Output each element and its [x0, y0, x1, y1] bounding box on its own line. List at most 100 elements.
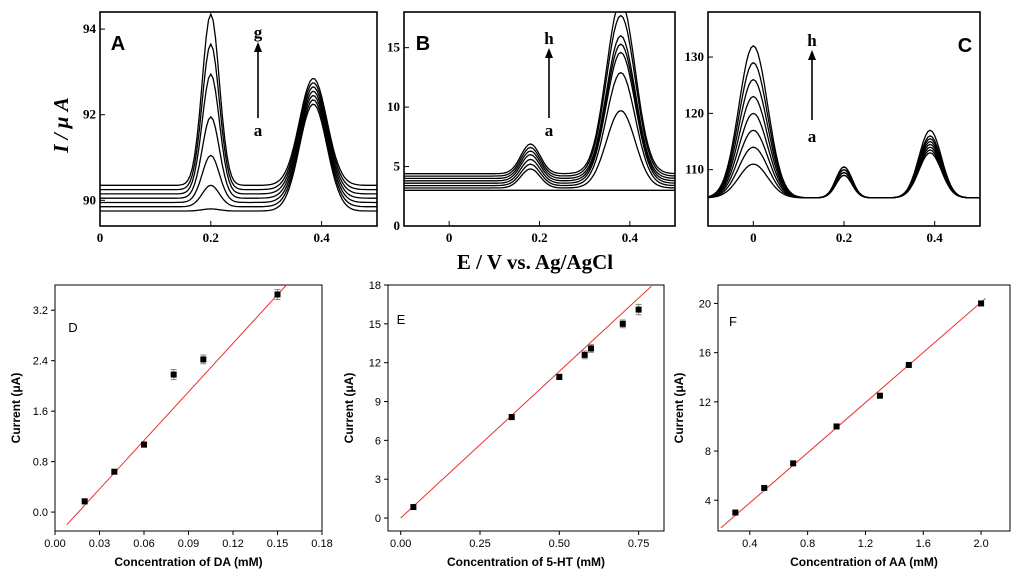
x-tick-label: 0.75 [628, 538, 649, 550]
x-tick-label: 0.8 [800, 538, 815, 550]
y-tick-label: 110 [685, 162, 704, 177]
x-tick-label: 0.00 [44, 538, 65, 550]
series-line [404, 110, 675, 189]
x-tick-label: 0.12 [222, 538, 243, 550]
y-tick-label: 5 [394, 159, 401, 174]
chart-panel-C: 0 0.2 0.4 110 120 130 h a C [685, 11, 981, 245]
y-tick-label: 9 [375, 397, 381, 409]
data-point [905, 361, 912, 368]
x-tick-label: 0.4 [927, 230, 944, 245]
series-line [100, 99, 377, 208]
data-point [732, 509, 739, 516]
series-line [404, 12, 675, 175]
x-tick-label: 0 [97, 230, 104, 245]
x-tick-label: 0.2 [531, 230, 547, 245]
y-tick-label: 92 [83, 107, 96, 122]
plot-frame-C [707, 11, 981, 227]
y-tick-label: 15 [369, 319, 381, 331]
data-point [876, 392, 883, 399]
x-tick-label: 0.09 [178, 538, 199, 550]
y-tick-label: 10 [387, 99, 400, 114]
y-axis-title: Current (μA) [342, 373, 356, 444]
curve-label-high: h [544, 29, 554, 48]
y-tick-label: 94 [83, 21, 97, 36]
y-tick-label: 130 [685, 49, 705, 64]
data-point [141, 441, 147, 448]
series-line [404, 51, 675, 184]
x-tick-label: 0.4 [622, 230, 639, 245]
series-line [100, 42, 377, 191]
chart-panel-E: 0.00 0.25 0.50 0.75 0 3 6 9 12 15 18 Concentration … [342, 280, 665, 569]
x-tick-label: 0.15 [267, 538, 288, 550]
y-tick-label: 6 [375, 435, 381, 447]
arrow-head-icon [545, 48, 553, 58]
data-point [170, 371, 177, 378]
curve-label-high: g [254, 23, 263, 42]
series-line [100, 95, 377, 204]
series-line [708, 78, 980, 199]
y-tick-label: 12 [369, 358, 381, 370]
x-axis-title: Concentration of DA (mM) [114, 555, 262, 569]
y-tick-label: 0.0 [33, 507, 48, 519]
panel-label: C [958, 35, 972, 57]
arrow-head-icon [254, 42, 262, 52]
data-point [978, 300, 985, 307]
y-tick-label: 120 [685, 105, 705, 120]
top-x-axis-title: E / V vs. Ag/AgCl [457, 250, 613, 274]
chart-panel-B: 0 0.2 0.4 0 5 10 15 h a B [387, 11, 676, 245]
y-tick-label: 16 [699, 348, 711, 360]
chart-panel-F: 0.4 0.8 1.2 1.6 2.0 4 8 12 16 20 Concentration of … [672, 284, 1011, 569]
data-point [833, 423, 840, 430]
x-tick-label: 0.4 [742, 538, 757, 550]
series-line [708, 112, 980, 199]
panel-label: E [397, 312, 406, 327]
x-axis-title: Concentration of AA (mM) [790, 555, 938, 569]
data-point [588, 345, 595, 352]
x-axis-title: Concentration of 5-HT (mM) [447, 555, 605, 569]
top-y-axis-title: I / μ A [49, 97, 73, 153]
data-point [556, 373, 563, 380]
x-tick-label: 1.2 [858, 538, 873, 550]
fit-line [400, 285, 652, 519]
curve-label-low: a [254, 121, 263, 140]
data-point [81, 498, 88, 505]
y-tick-label: 8 [705, 446, 711, 458]
chart-panel-A: 0 0.2 0.4 90 92 94 g a A [83, 11, 378, 245]
data-point [619, 320, 626, 327]
data-point [790, 460, 797, 467]
y-tick-label: 2.4 [33, 356, 48, 368]
series-line [708, 146, 980, 199]
data-point [581, 351, 588, 358]
series-line [404, 71, 675, 187]
y-tick-label: 15 [387, 40, 401, 55]
series-line [404, 14, 675, 177]
data-point [761, 484, 768, 491]
series-line [404, 34, 675, 180]
curve-label-high: h [807, 31, 817, 50]
y-tick-label: 1.6 [33, 406, 48, 418]
series-line [708, 61, 980, 199]
x-tick-label: 0 [446, 230, 453, 245]
x-tick-label: 0.2 [836, 230, 852, 245]
x-tick-label: 0.03 [89, 538, 110, 550]
x-tick-label: 0.06 [133, 538, 154, 550]
panel-label: A [111, 33, 125, 55]
x-tick-label: 0.2 [203, 230, 219, 245]
plot-frame-E [387, 284, 665, 532]
series-line [404, 43, 675, 182]
plot-frame-A [99, 11, 378, 227]
curve-label-low: a [808, 127, 817, 146]
arrow-head-icon [808, 50, 816, 60]
y-tick-label: 4 [705, 495, 711, 507]
data-point [111, 468, 118, 475]
x-tick-label: 0.00 [390, 538, 411, 550]
series-line [708, 44, 980, 199]
y-axis-title: Current (μA) [672, 373, 686, 444]
panel-label: F [729, 314, 737, 329]
data-point [200, 356, 207, 363]
fit-line [66, 284, 287, 526]
panel-label: D [68, 320, 77, 335]
series-line [100, 72, 377, 195]
series-line [100, 103, 377, 212]
